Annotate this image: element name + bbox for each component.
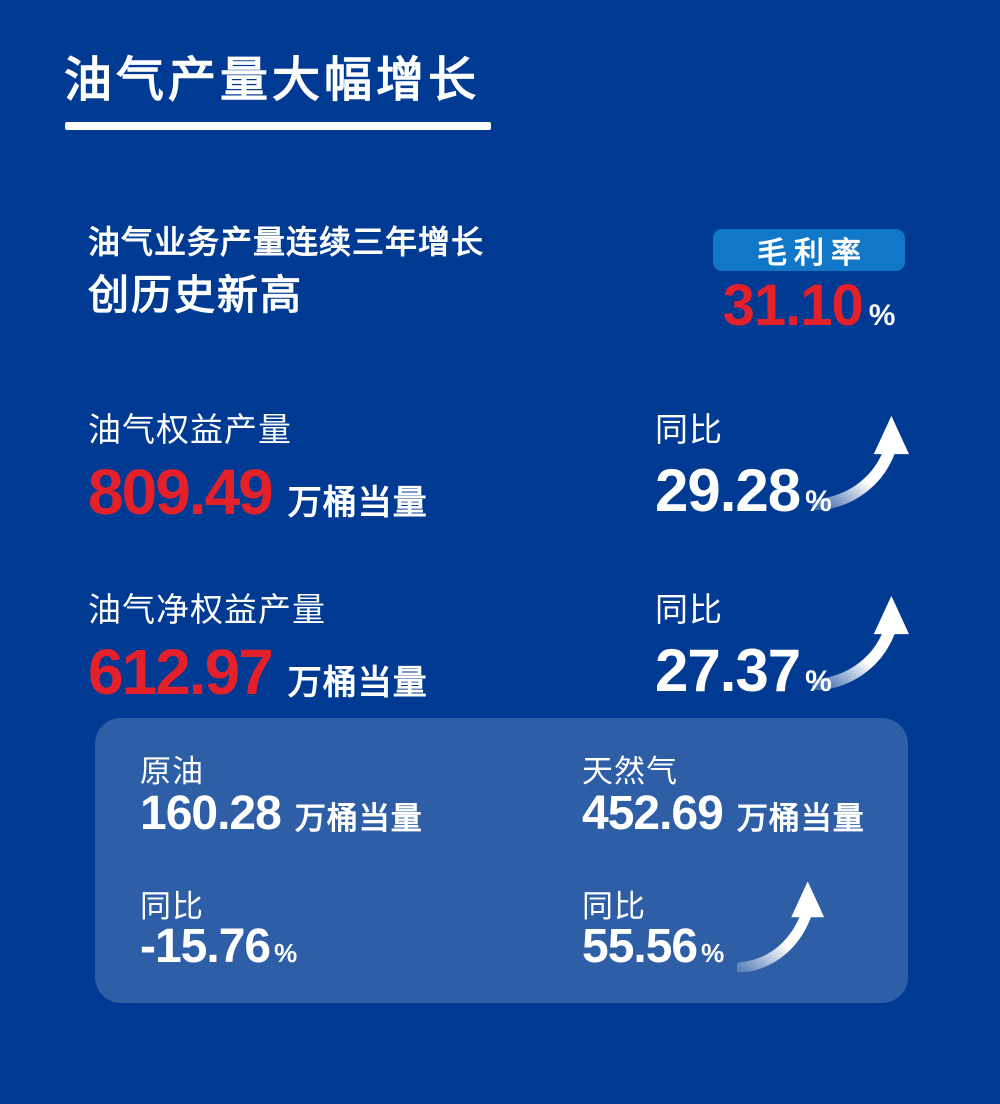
yoy-value: 29.28 [655,457,801,524]
subtitle-block: 油气业务产量连续三年增长 创历史新高 [88,222,484,321]
crude-oil-yoy-row: -15.76 % [140,920,298,974]
title-underline [65,122,491,130]
stat-label: 油气权益产量 [88,411,292,448]
stat-unit: 万桶当量 [287,484,428,522]
up-arrow-icon [737,881,825,972]
gross-margin-block: 毛利率 31.10 % [713,229,905,335]
natural-gas-value-row: 452.69 万桶当量 [582,787,865,841]
stat-value-row: 809.49 万桶当量 [88,456,428,528]
crude-oil-label: 原油 [140,754,204,789]
natural-gas-yoy-value: 55.56 [582,920,698,973]
crude-oil-yoy-value: -15.76 [140,920,271,973]
stat-value: 809.49 [88,456,274,528]
crude-oil-yoy-label: 同比 [140,889,204,924]
gross-margin-value-row: 31.10 % [713,277,905,335]
natural-gas-yoy-unit: % [701,938,725,968]
yoy-value-row: 27.37 % [655,639,832,702]
detail-panel: 原油 160.28 万桶当量 同比 -15.76 % 天然气 452.69 万桶… [95,718,908,1003]
natural-gas-label: 天然气 [582,754,678,789]
yoy-label: 同比 [655,591,723,628]
natural-gas-yoy-row: 55.56 % [582,920,725,974]
natural-gas-unit: 万桶当量 [736,801,865,836]
gross-margin-unit: % [868,299,896,332]
natural-gas-value: 452.69 [582,787,724,840]
crude-oil-unit: 万桶当量 [294,801,423,836]
page-title: 油气产量大幅增长 [64,54,481,107]
crude-oil-value: 160.28 [140,787,282,840]
up-arrow-icon [812,595,910,690]
crude-oil-value-row: 160.28 万桶当量 [140,787,423,841]
gross-margin-badge: 毛利率 [713,229,905,271]
subtitle-line2: 创历史新高 [88,272,303,318]
stat-unit: 万桶当量 [287,664,428,702]
stat-value-row: 612.97 万桶当量 [88,636,428,708]
stat-value: 612.97 [88,636,274,708]
natural-gas-yoy-label: 同比 [582,889,646,924]
yoy-value-row: 29.28 % [655,459,832,522]
gross-margin-value: 31.10 [722,273,864,338]
yoy-net-equity-production: 同比 27.37 % [655,583,832,702]
stat-label: 油气净权益产量 [88,591,326,628]
crude-oil-yoy-unit: % [274,938,298,968]
yoy-equity-production: 同比 29.28 % [655,403,832,522]
stat-equity-production: 油气权益产量 809.49 万桶当量 [88,403,428,526]
yoy-value: 27.37 [655,637,801,704]
stat-net-equity-production: 油气净权益产量 612.97 万桶当量 [88,583,428,706]
yoy-label: 同比 [655,411,723,448]
subtitle-line1: 油气业务产量连续三年增长 [88,224,485,260]
up-arrow-icon [812,415,910,510]
